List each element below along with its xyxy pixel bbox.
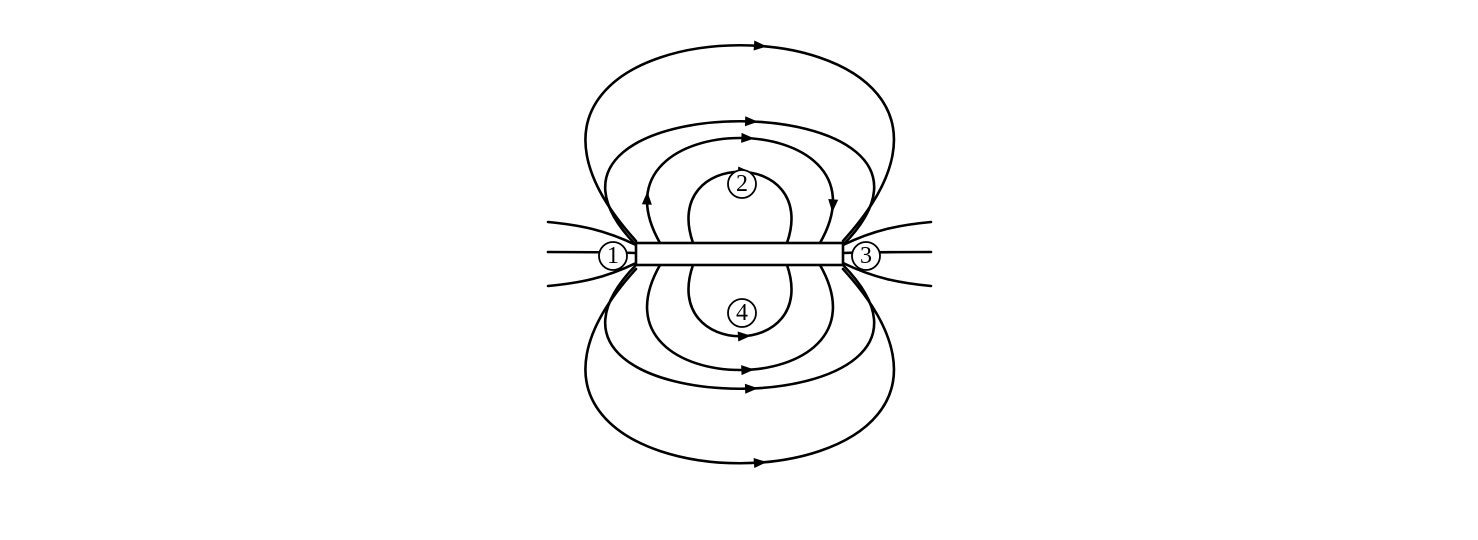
diagram-canvas: 1 2 3 4	[0, 0, 1478, 540]
arrowhead-icon	[741, 133, 754, 143]
region-label-text-3: 3	[860, 243, 872, 269]
arrowhead-icon	[745, 384, 758, 394]
arrowhead-icon	[642, 192, 652, 205]
arrowhead-icon	[738, 331, 751, 341]
arrowhead-icon	[745, 116, 758, 126]
arrowhead-icon	[828, 199, 838, 212]
field-line-top-outmost	[585, 45, 894, 241]
region-label-text-4: 4	[736, 300, 748, 326]
region-label-text-2: 2	[736, 171, 748, 197]
bar-magnet	[636, 243, 843, 265]
arrowhead-icon	[741, 365, 754, 375]
arrowhead-icon	[754, 41, 767, 51]
region-label-text-1: 1	[607, 243, 619, 269]
magnetic-field-diagram: 1 2 3 4	[0, 0, 1478, 540]
arrowhead-icon	[754, 458, 767, 468]
field-line-bot-outmost	[585, 269, 894, 463]
